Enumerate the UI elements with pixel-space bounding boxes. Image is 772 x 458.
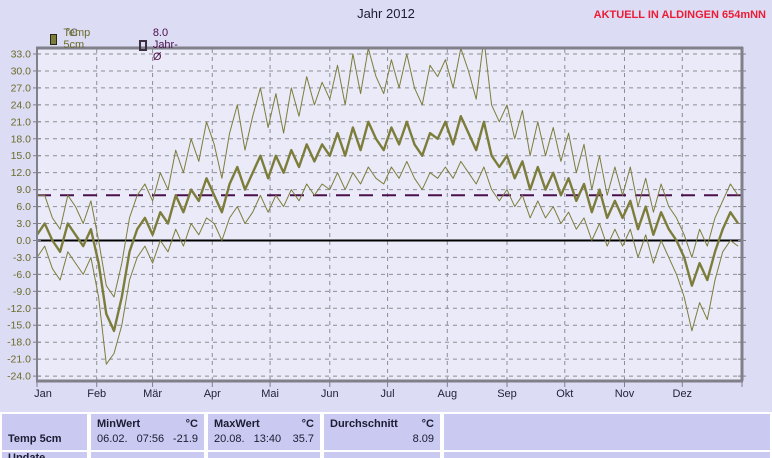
svg-text:0.0: 0.0 xyxy=(16,235,31,247)
svg-text:9.0: 9.0 xyxy=(16,184,31,196)
update-label: Update xyxy=(8,452,46,458)
table-row: Temp 5cm MinWert °C 06.02. 07:56 -21.9 M… xyxy=(2,414,770,450)
minwert-header: MinWert xyxy=(97,418,141,430)
svg-text:24.0: 24.0 xyxy=(11,99,32,111)
svg-text:-15.0: -15.0 xyxy=(7,320,31,332)
maxwert-header: MaxWert xyxy=(214,418,260,430)
svg-text:-12.0: -12.0 xyxy=(7,303,31,315)
year-avg-swatch-icon xyxy=(139,39,147,51)
svg-text:Jun: Jun xyxy=(321,388,339,400)
svg-text:18.0: 18.0 xyxy=(11,133,32,145)
svg-text:33.0: 33.0 xyxy=(11,49,32,61)
y-axis-unit-label: °C xyxy=(65,27,78,39)
station-note: AKTUELL IN ALDINGEN 654mNN xyxy=(593,9,766,21)
temp-min-line xyxy=(37,160,739,365)
svg-text:Mär: Mär xyxy=(143,388,162,400)
svg-text:Jul: Jul xyxy=(381,388,395,400)
sensor-cell: Temp 5cm xyxy=(2,414,87,450)
durchschnitt-unit: °C xyxy=(421,418,434,430)
svg-text:Sep: Sep xyxy=(497,388,517,400)
svg-text:-3.0: -3.0 xyxy=(13,252,31,264)
empty-cell xyxy=(444,414,770,450)
svg-text:Feb: Feb xyxy=(87,388,106,400)
svg-text:Aug: Aug xyxy=(437,388,457,400)
maxwert-date: 20.08. xyxy=(214,433,245,445)
svg-text:27.0: 27.0 xyxy=(11,82,32,94)
svg-text:-9.0: -9.0 xyxy=(13,286,31,298)
minwert-date: 06.02. xyxy=(97,433,128,445)
legend-label-year-avg: 8.0 Jahr-Ø xyxy=(152,27,178,63)
svg-text:Dez: Dez xyxy=(673,388,693,400)
minwert-unit: °C xyxy=(185,418,198,430)
svg-text:Apr: Apr xyxy=(204,388,221,400)
svg-text:30.0: 30.0 xyxy=(11,65,32,77)
durchschnitt-value: 8.09 xyxy=(412,433,434,445)
legend-item-temp5cm: Temp 5cm xyxy=(50,27,94,51)
svg-text:-24.0: -24.0 xyxy=(7,371,31,383)
y-axis-labels: 33.0 30.0 27.0 24.0 21.0 18.0 15.0 12.0 9.0 6.0 3.… xyxy=(7,49,746,383)
minwert-time: 07:56 xyxy=(136,433,165,445)
svg-text:Mai: Mai xyxy=(261,388,279,400)
maxwert-value: 35.7 xyxy=(292,433,314,445)
maxwert-unit: °C xyxy=(301,418,314,430)
svg-text:12.0: 12.0 xyxy=(11,167,32,179)
temp-max-line xyxy=(37,49,739,298)
update-cell: Update xyxy=(2,452,87,458)
durchschnitt-cell: Durchschnitt °C 8.09 xyxy=(324,414,440,450)
svg-text:-6.0: -6.0 xyxy=(13,269,31,281)
svg-text:Jan: Jan xyxy=(34,388,52,400)
svg-text:6.0: 6.0 xyxy=(16,201,31,213)
svg-text:15.0: 15.0 xyxy=(11,150,32,162)
svg-text:-21.0: -21.0 xyxy=(7,354,31,366)
svg-text:Okt: Okt xyxy=(556,388,573,400)
sensor-label: Temp 5cm xyxy=(8,433,62,445)
x-axis-labels: Jan Feb Mär Apr Mai Jun Jul Aug Sep Okt Nov Dez xyxy=(34,381,743,400)
page-title: Jahr 2012 xyxy=(357,6,415,21)
maxwert-cell: MaxWert °C 20.08. 13:40 35.7 xyxy=(208,414,320,450)
legend-item-year-avg: 8.0 Jahr-Ø xyxy=(139,27,181,63)
temp5cm-swatch-icon xyxy=(50,33,58,45)
minwert-value: -21.9 xyxy=(172,433,198,445)
temperature-chart: 33.0 30.0 27.0 24.0 21.0 18.0 15.0 12.0 9.0 6.0 3.… xyxy=(7,46,746,400)
svg-text:-18.0: -18.0 xyxy=(7,337,31,349)
legend-label-temp5cm: Temp 5cm xyxy=(63,27,91,51)
svg-text:3.0: 3.0 xyxy=(16,218,31,230)
table-row-partial: Update xyxy=(2,452,770,458)
plot-area xyxy=(37,47,742,380)
maxwert-time: 13:40 xyxy=(253,433,282,445)
durchschnitt-header: Durchschnitt xyxy=(330,418,398,430)
summary-table: Temp 5cm MinWert °C 06.02. 07:56 -21.9 M… xyxy=(0,412,772,458)
minwert-cell: MinWert °C 06.02. 07:56 -21.9 xyxy=(91,414,204,450)
svg-text:21.0: 21.0 xyxy=(11,116,32,128)
svg-text:Nov: Nov xyxy=(615,388,635,400)
temp-5cm-line xyxy=(37,114,740,333)
